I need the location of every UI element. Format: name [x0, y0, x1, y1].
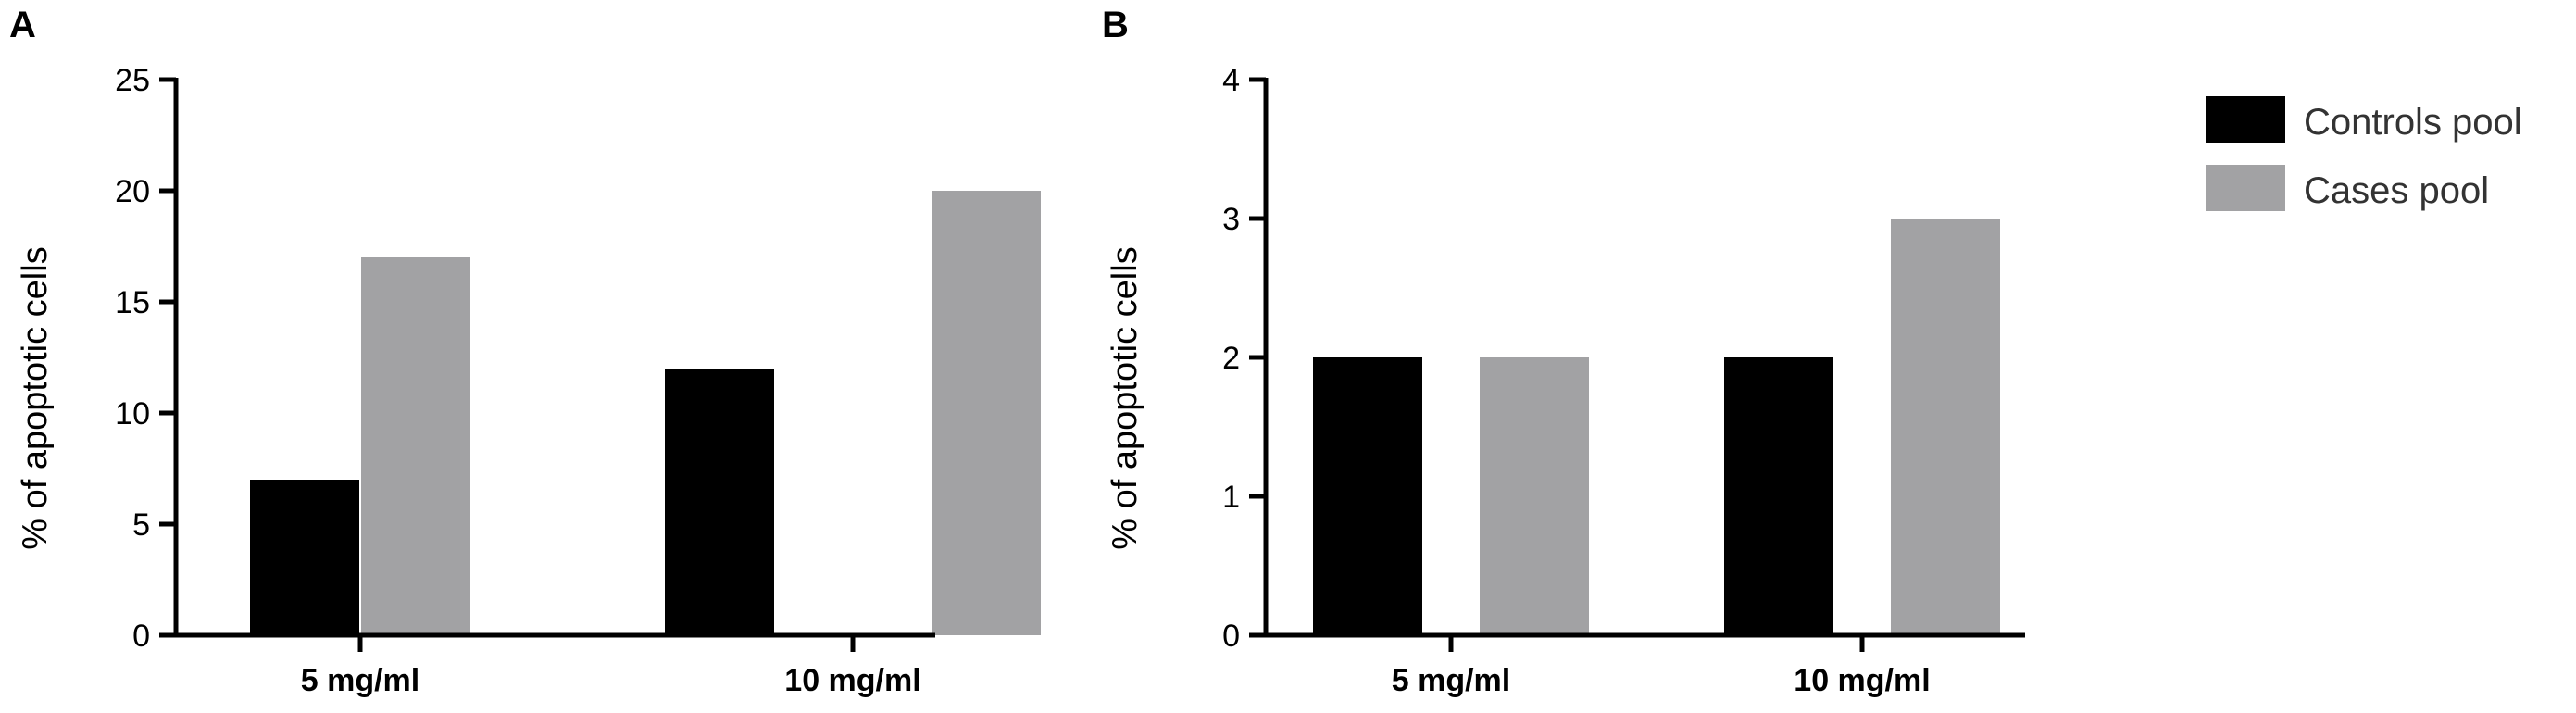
y-tick-label-b-1: 1 — [1222, 480, 1240, 515]
legend-swatch-controls — [2206, 96, 2285, 143]
x-category-label-b-1: 5 mg/ml — [1392, 663, 1510, 698]
panel-a: A % of apoptotic cells 0 5 10 15 20 25 5 mg/m… — [9, 5, 1041, 698]
bar-a-cases-1 — [361, 257, 470, 635]
legend-label-controls: Controls pool — [2304, 102, 2522, 143]
y-axis-title-b: % of apoptotic cells — [1106, 246, 1144, 549]
bar-a-controls-2 — [665, 369, 774, 635]
panel-letter-b: B — [1102, 5, 1129, 45]
y-tick-label-a-0: 0 — [132, 619, 150, 654]
y-tick-label-b-2: 2 — [1222, 341, 1240, 376]
bar-b-cases-2 — [1891, 219, 2000, 635]
y-tick-label-a-25: 25 — [115, 63, 150, 98]
bar-b-cases-1 — [1480, 357, 1589, 635]
y-tick-label-b-3: 3 — [1222, 202, 1240, 237]
bar-a-controls-1 — [250, 480, 359, 635]
y-ticks-b: 0 1 2 3 4 — [1222, 63, 1266, 654]
legend-swatch-cases — [2206, 165, 2285, 211]
y-tick-label-a-5: 5 — [132, 507, 150, 543]
y-tick-label-b-4: 4 — [1222, 63, 1240, 98]
x-category-label-a-2: 10 mg/ml — [784, 663, 920, 698]
bars-b — [1313, 219, 2000, 635]
panel-letter-a: A — [9, 5, 36, 45]
x-category-label-b-2: 10 mg/ml — [1794, 663, 1930, 698]
legend: Controls pool Cases pool — [2206, 96, 2522, 211]
bar-b-controls-1 — [1313, 357, 1422, 635]
bar-a-cases-2 — [932, 191, 1041, 635]
bars-a — [250, 191, 1041, 635]
bar-b-controls-2 — [1724, 357, 1833, 635]
y-axis-title-a: % of apoptotic cells — [16, 246, 55, 549]
y-tick-label-a-20: 20 — [115, 174, 150, 209]
y-tick-label-b-0: 0 — [1222, 619, 1240, 654]
y-ticks-a: 0 5 10 15 20 25 — [115, 63, 176, 654]
panel-b: B % of apoptotic cells 0 1 2 3 4 5 mg/ml 10 m… — [1102, 5, 2025, 698]
y-tick-label-a-10: 10 — [115, 396, 150, 432]
y-tick-label-a-15: 15 — [115, 285, 150, 320]
x-categories-a: 5 mg/ml 10 mg/ml — [301, 635, 921, 698]
legend-label-cases: Cases pool — [2304, 170, 2489, 211]
x-categories-b: 5 mg/ml 10 mg/ml — [1392, 635, 1931, 698]
x-category-label-a-1: 5 mg/ml — [301, 663, 419, 698]
